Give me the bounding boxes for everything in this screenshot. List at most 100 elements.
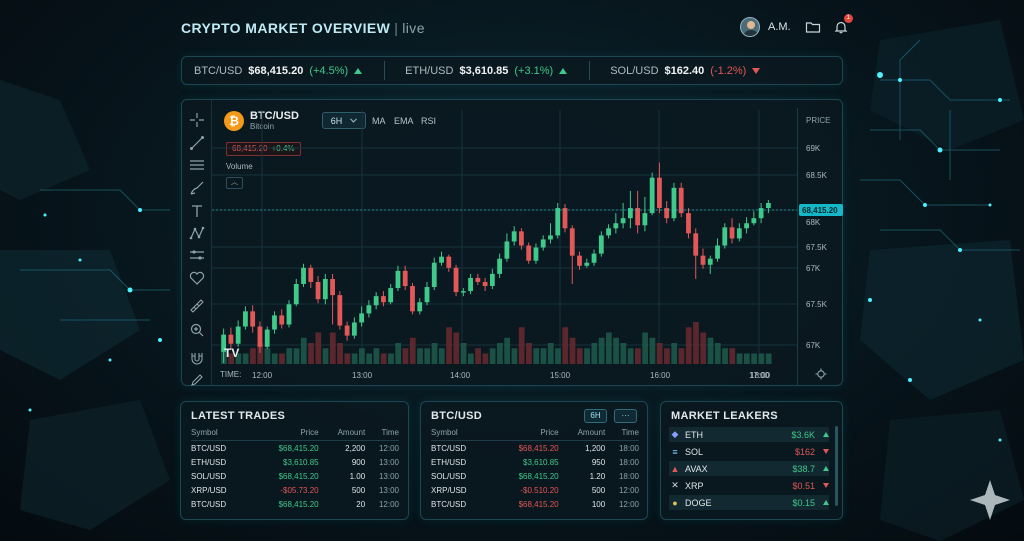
cell-amount: 950 <box>591 458 606 467</box>
leaker-row-eth[interactable]: ◆ ETH $3.6K <box>669 427 829 442</box>
zoom-icon[interactable] <box>189 322 205 338</box>
chart-panel: ₿ BTC/USD Bitcoin 6H MA EMA RSI 68,415.2… <box>181 99 843 386</box>
timeframe-button[interactable]: 6H <box>584 409 607 423</box>
volume-bar <box>417 348 423 364</box>
ticker-price: $68,415.20 <box>248 64 304 77</box>
cell-price: $3,610.85 <box>523 458 559 467</box>
cell-time: 18:00 <box>618 472 639 481</box>
candle-body <box>657 177 662 209</box>
ticker-item-btc[interactable]: BTC/USD $68,415.20 (+4.5%) <box>182 64 363 77</box>
table-row[interactable]: BTC/USD $68,415.20 1,200 18:00 <box>431 441 639 456</box>
latest-trades-panel: LATEST TRADES Symbol Price Amount Time B… <box>180 401 409 520</box>
table-row[interactable]: BTC/USD $68,415.20 20 12:00 <box>191 497 399 511</box>
table-row[interactable]: XRP/USD -$05.73.20 500 13:00 <box>191 483 399 497</box>
leaker-row-avax[interactable]: ▲ AVAX $38.7 <box>669 461 829 476</box>
symbol-header[interactable]: ₿ BTC/USD Bitcoin <box>224 110 299 131</box>
table-row[interactable]: ETH/USD $3,610.85 900 13:00 <box>191 455 399 469</box>
ruler-icon[interactable] <box>189 298 205 314</box>
ticker-change: (-1.2%) <box>710 64 747 77</box>
trendline-icon[interactable] <box>189 135 205 151</box>
volume-bar <box>758 353 765 364</box>
candle-body <box>613 223 619 229</box>
table-row[interactable]: BTC/USD $68,415.20 2,200 12:00 <box>191 441 399 456</box>
page-title-text: CRYPTO MARKET OVERVIEW <box>181 20 391 36</box>
col-symbol: Symbol <box>191 428 252 441</box>
volume-bar <box>264 348 271 364</box>
measure-icon[interactable] <box>189 247 205 263</box>
volume-bar <box>664 348 670 364</box>
volume-bar <box>569 337 576 364</box>
current-price-badge <box>799 204 843 216</box>
candle-body <box>293 284 299 305</box>
volume-bar <box>620 343 627 364</box>
table-row[interactable]: SOL/USD $68,415.20 1.20 18:00 <box>431 469 639 483</box>
candle-body <box>765 203 771 209</box>
leaker-row-xrp[interactable]: ✕ XRP $0.51 <box>669 478 829 493</box>
col-amount: Amount <box>318 428 366 441</box>
candle-body <box>228 334 234 344</box>
ticker-item-eth[interactable]: ETH/USD $3,610.85 (+3.1%) <box>385 65 568 77</box>
pattern-icon[interactable] <box>189 225 205 241</box>
more-options-button[interactable]: ··· <box>614 409 637 423</box>
leaker-row-doge[interactable]: ● DOGE $0.15 <box>669 495 829 510</box>
notification-bell[interactable]: 1 <box>833 14 853 35</box>
cell-time: 13:00 <box>378 486 399 495</box>
indicator-rsi[interactable]: RSI <box>421 116 437 126</box>
candle-body <box>635 208 641 226</box>
time-tick-label: 12:00 <box>252 371 273 380</box>
ticker-item-sol[interactable]: SOL/USD $162.40 (-1.2%) <box>590 64 761 77</box>
magnet-icon[interactable] <box>189 350 205 366</box>
ticker-divider <box>384 61 386 80</box>
table-row[interactable]: SOL/USD $68,415.20 1.00 13:00 <box>191 469 399 483</box>
folder-icon[interactable] <box>805 19 821 35</box>
candle-body <box>257 326 263 347</box>
volume-bar <box>700 332 707 364</box>
candle-body <box>533 247 539 261</box>
scrollbar[interactable] <box>835 426 838 506</box>
candle-body <box>431 262 437 288</box>
cell-symbol: XRP/USD <box>191 486 227 495</box>
settings-gear-icon[interactable] <box>815 368 827 380</box>
ticker-strip: BTC/USD $68,415.20 (+4.5%) ETH/USD $3,61… <box>181 56 843 85</box>
candle-body <box>620 218 626 224</box>
timeframe-dropdown[interactable]: 6H <box>322 112 366 129</box>
leaker-row-sol[interactable]: ≡ SOL $162 <box>669 444 829 459</box>
user-initials[interactable]: A.M. <box>768 21 791 33</box>
volume-bar <box>351 353 358 364</box>
candle-body <box>504 241 510 259</box>
candle-body <box>686 213 691 234</box>
volume-bar <box>649 337 656 364</box>
cell-time: 13:00 <box>378 472 399 481</box>
bell-icon <box>834 21 848 34</box>
pencil-icon[interactable] <box>189 372 205 388</box>
cell-symbol: ETH/USD <box>431 458 467 467</box>
candle-body <box>584 262 590 266</box>
candle-body <box>286 304 292 325</box>
notification-badge: 1 <box>843 14 853 23</box>
cell-amount: 500 <box>351 486 366 495</box>
chart-logo: TV <box>224 346 239 360</box>
avatar[interactable] <box>740 17 760 37</box>
volume-collapse-button[interactable]: ︿ <box>226 177 243 189</box>
candle-body <box>519 231 524 246</box>
table-row[interactable]: XRP/USD -$0.510.20 500 12:00 <box>431 483 639 497</box>
text-tool-icon[interactable] <box>189 203 205 219</box>
avax-icon: ▲ <box>670 463 680 474</box>
cell-symbol: SOL/USD <box>191 472 227 481</box>
cell-time: 12:00 <box>618 486 639 495</box>
drawing-toolbar <box>182 100 212 388</box>
ticker-symbol: BTC/USD <box>194 64 243 77</box>
brush-icon[interactable] <box>189 180 205 196</box>
table-row[interactable]: BTC/USD $68,415.20 100 12:00 <box>431 497 639 511</box>
price-tick-label: 68.5K <box>806 171 828 180</box>
table-row[interactable]: ETH/USD $3,610.85 950 18:00 <box>431 455 639 469</box>
cell-amount: 100 <box>591 500 606 509</box>
heart-icon[interactable] <box>189 270 205 286</box>
chevron-down-icon <box>350 118 358 123</box>
volume-bar <box>627 348 634 364</box>
indicator-ema[interactable]: EMA <box>394 116 414 126</box>
horizontal-lines-icon[interactable] <box>189 157 205 173</box>
candle-body <box>272 315 277 330</box>
crosshair-icon[interactable] <box>189 112 205 128</box>
indicator-ma[interactable]: MA <box>372 116 386 126</box>
